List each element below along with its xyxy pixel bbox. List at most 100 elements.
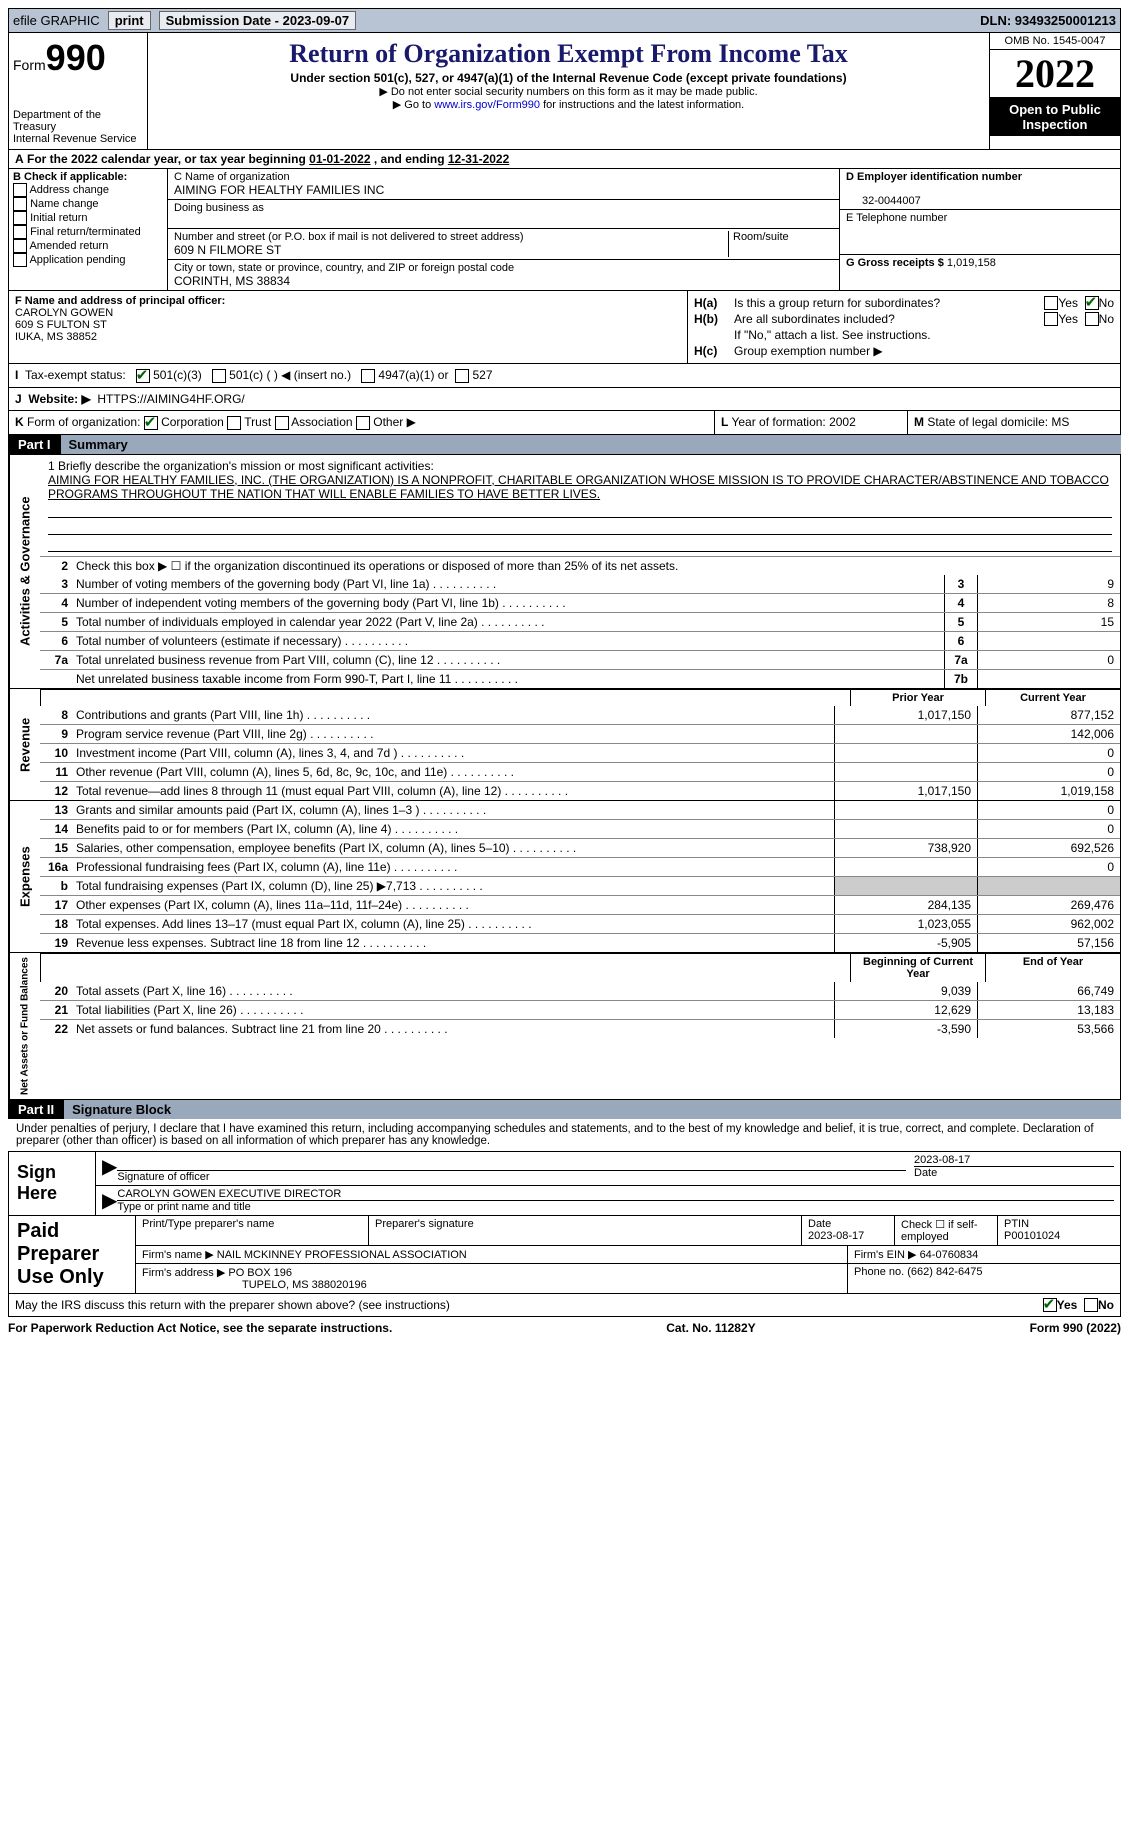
arrow-icon: ▶ bbox=[102, 1154, 117, 1183]
chk-4947[interactable] bbox=[361, 369, 375, 383]
preparer-block: Paid Preparer Use Only Print/Type prepar… bbox=[8, 1216, 1121, 1294]
mission-text: AIMING FOR HEALTHY FAMILIES, INC. (THE O… bbox=[48, 473, 1112, 501]
j-letter: J bbox=[15, 392, 22, 406]
print-name-label: Type or print name and title bbox=[117, 1200, 1114, 1213]
chk-other[interactable] bbox=[356, 416, 370, 430]
line-a-mid: , and ending bbox=[371, 152, 448, 166]
firm-name-label: Firm's name ▶ bbox=[142, 1249, 214, 1261]
chk-name-change[interactable]: Name change bbox=[13, 197, 163, 211]
ptin-label: PTIN bbox=[1004, 1218, 1029, 1230]
table-row: 11Other revenue (Part VIII, column (A), … bbox=[40, 762, 1120, 781]
preparer-label: Paid Preparer Use Only bbox=[9, 1216, 135, 1293]
room-label: Room/suite bbox=[728, 231, 833, 257]
m-letter: M bbox=[914, 415, 924, 429]
line2-text: Check this box ▶ ☐ if the organization d… bbox=[72, 557, 1120, 575]
prep-date-label: Date bbox=[808, 1218, 831, 1230]
table-row: 14Benefits paid to or for members (Part … bbox=[40, 819, 1120, 838]
footer-right: Form 990 (2022) bbox=[1030, 1321, 1121, 1335]
chk-initial-return[interactable]: Initial return bbox=[13, 211, 163, 225]
ssn-note: ▶ Do not enter social security numbers o… bbox=[152, 85, 985, 98]
chk-501c[interactable] bbox=[212, 369, 226, 383]
activities-governance: Activities & Governance 1 Briefly descri… bbox=[8, 454, 1121, 689]
revenue-section: Revenue Prior YearCurrent Year 8Contribu… bbox=[8, 689, 1121, 801]
form-title: Return of Organization Exempt From Incom… bbox=[152, 39, 985, 69]
discuss-yes-label: Yes bbox=[1057, 1298, 1078, 1312]
org-city: CORINTH, MS 38834 bbox=[174, 274, 290, 288]
firm-addr-label: Firm's address ▶ bbox=[142, 1267, 225, 1279]
ein-label: D Employer identification number bbox=[846, 171, 1022, 183]
other-label: Other ▶ bbox=[373, 415, 416, 429]
table-row: 8Contributions and grants (Part VIII, li… bbox=[40, 706, 1120, 724]
part1-num: Part I bbox=[8, 435, 61, 454]
open-inspection: Open to Public Inspection bbox=[990, 98, 1120, 136]
sig-date: 2023-08-17 bbox=[914, 1154, 1114, 1166]
part1-title: Summary bbox=[61, 435, 1121, 454]
chk-501c3[interactable] bbox=[136, 369, 150, 383]
4947-label: 4947(a)(1) or bbox=[378, 368, 448, 382]
vlabel-revenue: Revenue bbox=[9, 689, 40, 800]
firm-name: NAIL MCKINNEY PROFESSIONAL ASSOCIATION bbox=[217, 1249, 467, 1261]
vlabel-net: Net Assets or Fund Balances bbox=[9, 953, 40, 1099]
chk-amended[interactable]: Amended return bbox=[13, 239, 163, 253]
sign-here-block: Sign Here ▶Signature of officer2023-08-1… bbox=[8, 1151, 1121, 1216]
line-k-l-m: K Form of organization: Corporation Trus… bbox=[8, 411, 1121, 435]
officer-name: CAROLYN GOWEN bbox=[15, 307, 113, 319]
ha-no-label: No bbox=[1099, 296, 1114, 310]
print-button[interactable]: print bbox=[108, 11, 151, 30]
year-end: 12-31-2022 bbox=[448, 152, 509, 166]
dept-treasury: Department of the Treasury bbox=[13, 109, 143, 133]
part2-header: Part II Signature Block bbox=[8, 1100, 1121, 1119]
discuss-no-label: No bbox=[1098, 1298, 1114, 1312]
addr-label: Number and street (or P.O. box if mail i… bbox=[174, 231, 524, 243]
firm-ein-label: Firm's EIN ▶ bbox=[854, 1249, 917, 1261]
prep-name-label: Print/Type preparer's name bbox=[136, 1216, 369, 1245]
hb-yes[interactable] bbox=[1044, 312, 1058, 326]
table-row: 10Investment income (Part VIII, column (… bbox=[40, 743, 1120, 762]
line-i: I Tax-exempt status: 501(c)(3) 501(c) ( … bbox=[8, 364, 1121, 388]
line-a-letter: A bbox=[15, 152, 24, 166]
form-subtitle: Under section 501(c), 527, or 4947(a)(1)… bbox=[152, 71, 985, 85]
ha-no[interactable] bbox=[1085, 296, 1099, 310]
discuss-row: May the IRS discuss this return with the… bbox=[8, 1294, 1121, 1317]
ha-yes-label: Yes bbox=[1058, 296, 1078, 310]
form-prefix: Form bbox=[13, 57, 46, 73]
firm-addr2: TUPELO, MS 388020196 bbox=[142, 1279, 367, 1291]
firm-phone-label: Phone no. bbox=[854, 1266, 904, 1278]
footer-left: For Paperwork Reduction Act Notice, see … bbox=[8, 1321, 392, 1335]
efile-label: efile GRAPHIC bbox=[13, 13, 100, 28]
chk-527[interactable] bbox=[455, 369, 469, 383]
i-text: Tax-exempt status: bbox=[25, 368, 126, 382]
tax-year: 2022 bbox=[990, 50, 1120, 98]
trust-label: Trust bbox=[244, 415, 271, 429]
footer-cat: Cat. No. 11282Y bbox=[666, 1321, 755, 1335]
ptin-value: P00101024 bbox=[1004, 1230, 1060, 1242]
firm-ein: 64-0760834 bbox=[920, 1249, 979, 1261]
sign-here-label: Sign Here bbox=[9, 1152, 95, 1215]
goto-post: for instructions and the latest informat… bbox=[540, 99, 744, 111]
year-formation: Year of formation: 2002 bbox=[731, 415, 855, 429]
part2-title: Signature Block bbox=[64, 1100, 1121, 1119]
chk-assoc[interactable] bbox=[275, 416, 289, 430]
table-row: 3Number of voting members of the governi… bbox=[40, 575, 1120, 593]
chk-trust[interactable] bbox=[227, 416, 241, 430]
prep-date: 2023-08-17 bbox=[808, 1230, 864, 1242]
year-begin: 01-01-2022 bbox=[309, 152, 370, 166]
col-beginning: Beginning of Current Year bbox=[850, 954, 985, 982]
hb-label: H(b) bbox=[694, 312, 734, 326]
omb-number: OMB No. 1545-0047 bbox=[990, 33, 1120, 50]
hb-note: If "No," attach a list. See instructions… bbox=[734, 328, 1114, 342]
chk-app-pending[interactable]: Application pending bbox=[13, 253, 163, 267]
hb-no[interactable] bbox=[1085, 312, 1099, 326]
irs-link[interactable]: www.irs.gov/Form990 bbox=[434, 99, 540, 111]
prep-self-employed: Check ☐ if self-employed bbox=[895, 1216, 998, 1245]
ha-yes[interactable] bbox=[1044, 296, 1058, 310]
website-url: HTTPS://AIMING4HF.ORG/ bbox=[97, 392, 244, 406]
corp-label: Corporation bbox=[161, 415, 224, 429]
discuss-yes[interactable] bbox=[1043, 1298, 1057, 1312]
table-row: 16aProfessional fundraising fees (Part I… bbox=[40, 857, 1120, 876]
chk-corp[interactable] bbox=[144, 416, 158, 430]
chk-address-change[interactable]: Address change bbox=[13, 183, 163, 197]
part2-num: Part II bbox=[8, 1100, 64, 1119]
discuss-no[interactable] bbox=[1084, 1298, 1098, 1312]
chk-final-return[interactable]: Final return/terminated bbox=[13, 225, 163, 239]
